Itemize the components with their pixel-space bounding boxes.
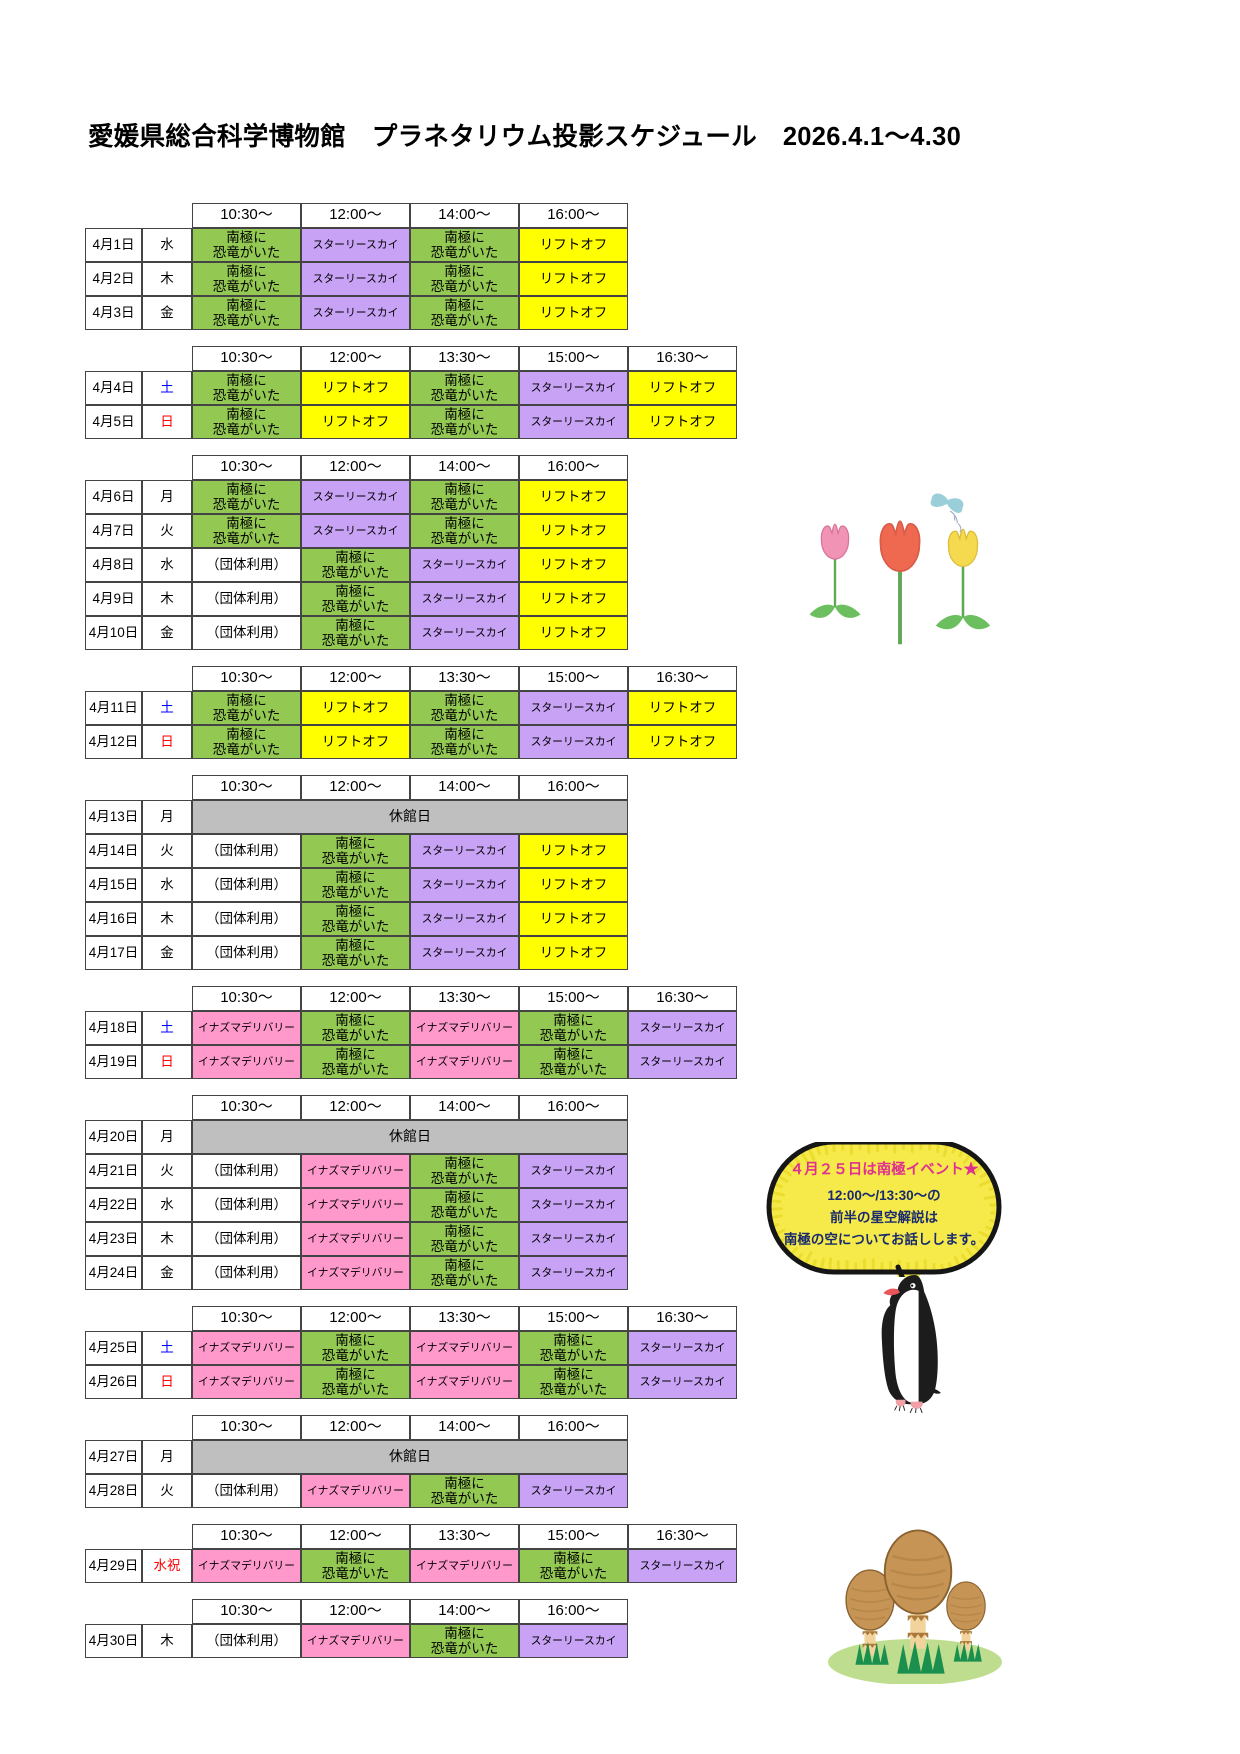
svg-text:12:00～/13:30～の: 12:00～/13:30～の	[827, 1188, 940, 1203]
svg-text:前半の星空解説は: 前半の星空解説は	[830, 1209, 938, 1225]
svg-text:南極の空についてお話しします。: 南極の空についてお話しします。	[784, 1231, 984, 1247]
svg-text:４月２５日は南極イベント★: ４月２５日は南極イベント★	[790, 1160, 979, 1178]
